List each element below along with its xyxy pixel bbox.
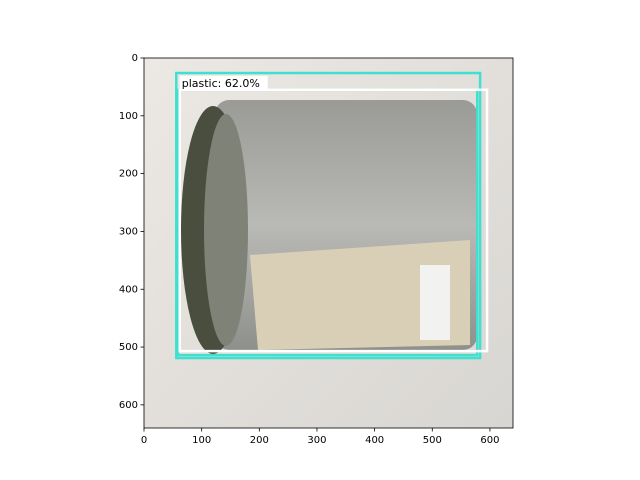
y-tick-label: 500 xyxy=(119,342,138,353)
x-tick-label: 500 xyxy=(423,435,442,446)
y-tick-label: 0 xyxy=(132,53,138,64)
photo xyxy=(144,58,513,428)
x-tick-label: 300 xyxy=(307,435,326,446)
y-tick-label: 300 xyxy=(119,226,138,237)
x-tick-label: 0 xyxy=(141,435,147,446)
axes-frame xyxy=(143,57,514,429)
x-tick-label: 400 xyxy=(365,435,384,446)
y-tick-label: 400 xyxy=(119,284,138,295)
detection-label: plastic: 62.0% xyxy=(182,77,260,90)
label-background xyxy=(179,75,268,90)
detection-box xyxy=(178,88,489,353)
axes: plastic: 62.0% 0 100 200 300 400 500 600 0 100 200… xyxy=(119,53,514,446)
x-tick-label: 100 xyxy=(192,435,211,446)
detection-box xyxy=(175,71,482,360)
y-tick-label: 100 xyxy=(119,111,138,122)
y-tick-label: 600 xyxy=(119,400,138,411)
x-tick-label: 200 xyxy=(250,435,269,446)
y-tick-label: 200 xyxy=(119,169,138,180)
x-tick-label: 600 xyxy=(480,435,499,446)
